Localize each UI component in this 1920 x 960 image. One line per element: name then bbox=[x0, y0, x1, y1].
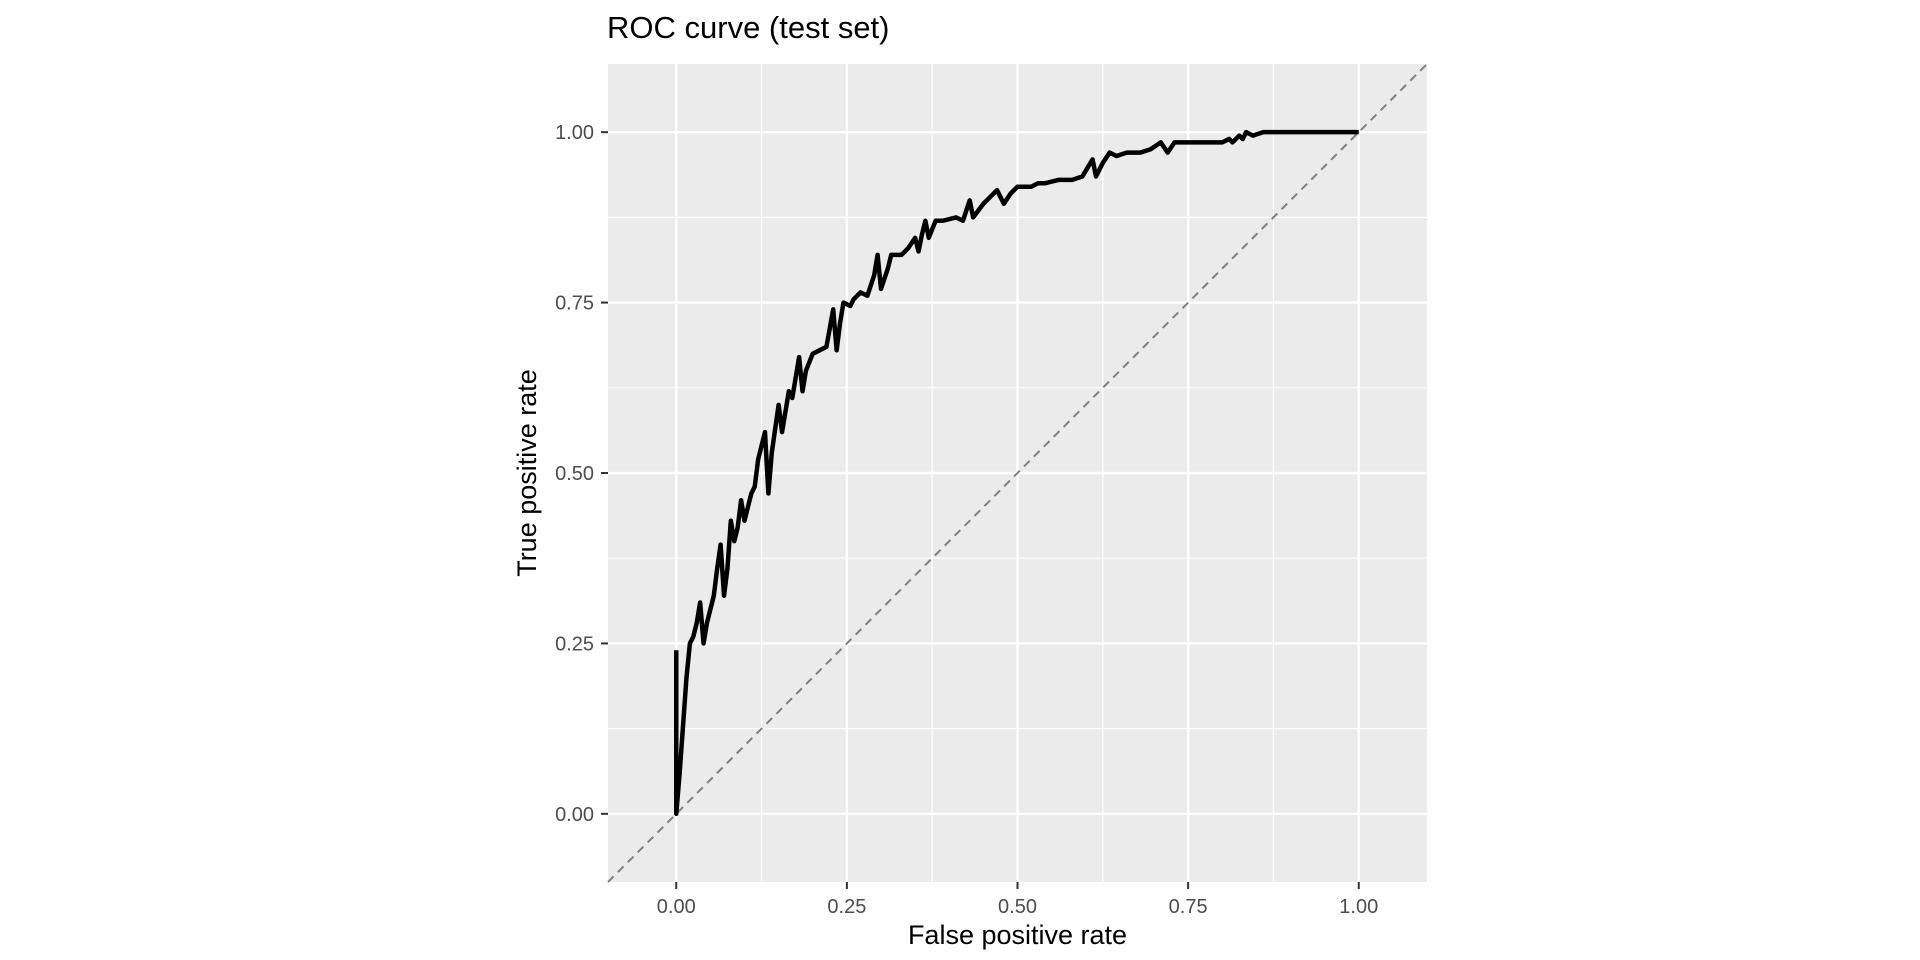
x-tick-label: 0.75 bbox=[1169, 896, 1208, 918]
y-axis-ticks: 0.00 0.25 0.50 0.75 1.00 bbox=[555, 122, 608, 826]
y-tick-label: 0.25 bbox=[555, 633, 594, 655]
x-tick-label: 1.00 bbox=[1339, 896, 1378, 918]
roc-curve-line bbox=[674, 129, 1359, 817]
y-tick-label: 1.00 bbox=[555, 122, 594, 144]
chart-title: ROC curve (test set) bbox=[607, 10, 890, 45]
y-axis-label: True positive rate bbox=[512, 369, 542, 577]
y-tick-label: 0.50 bbox=[555, 463, 594, 485]
y-tick-label: 0.00 bbox=[555, 804, 594, 826]
x-tick-label: 0.50 bbox=[998, 896, 1037, 918]
x-tick-label: 0.00 bbox=[657, 896, 696, 918]
x-tick-label: 0.25 bbox=[827, 896, 866, 918]
x-axis-label: False positive rate bbox=[908, 920, 1127, 950]
reference-diagonal-line bbox=[607, 63, 1428, 883]
y-tick-label: 0.75 bbox=[555, 293, 594, 315]
x-axis-ticks: 0.00 0.25 0.50 0.75 1.00 bbox=[657, 882, 1378, 918]
